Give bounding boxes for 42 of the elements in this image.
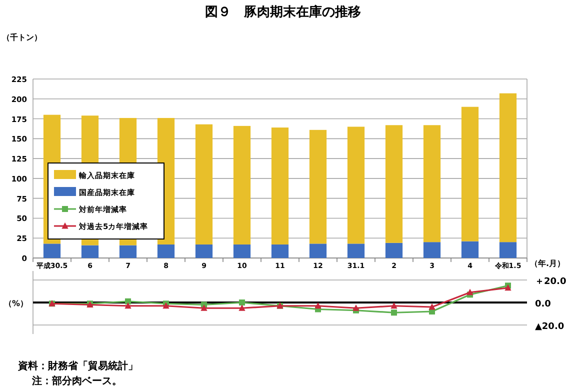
bar [119, 245, 137, 258]
bar [423, 242, 441, 258]
bar [195, 124, 213, 244]
chart-title: 図９ 豚肉期末在庫の推移 [205, 4, 361, 20]
point [125, 298, 131, 304]
text: 資料：財務省「貿易統計」 [17, 360, 138, 372]
bar [271, 244, 289, 258]
point [124, 302, 132, 309]
y-tick-label: ＋20.0 [535, 277, 566, 287]
bar [423, 125, 441, 242]
x-axis-title: （年.月） [530, 259, 566, 268]
point [352, 304, 360, 311]
bar [461, 241, 479, 258]
bar [233, 126, 251, 244]
text: 注：部分肉ベース。 [31, 375, 122, 387]
point [200, 304, 208, 311]
bar [309, 244, 327, 258]
bar [233, 244, 251, 258]
bar [385, 125, 403, 243]
bar [157, 244, 175, 258]
point [428, 303, 436, 310]
point [391, 310, 397, 316]
point [466, 288, 474, 296]
bar [499, 242, 517, 258]
point [314, 302, 322, 309]
point [238, 304, 246, 311]
bar [81, 245, 99, 258]
bar [461, 106, 479, 242]
bar [195, 244, 213, 258]
bar [271, 128, 289, 244]
y-tick-label: 0.0 [535, 300, 551, 310]
bar [347, 244, 365, 258]
bar [347, 126, 365, 244]
bar [309, 130, 327, 244]
bar [43, 244, 61, 258]
point [390, 302, 398, 309]
y-axis-title: （%） [4, 299, 28, 308]
bar [385, 242, 403, 258]
bar [499, 93, 517, 242]
y-axis-title: （千トン） [2, 33, 42, 42]
y-tick-label: ▲20.0 [535, 322, 564, 332]
point [239, 300, 245, 306]
